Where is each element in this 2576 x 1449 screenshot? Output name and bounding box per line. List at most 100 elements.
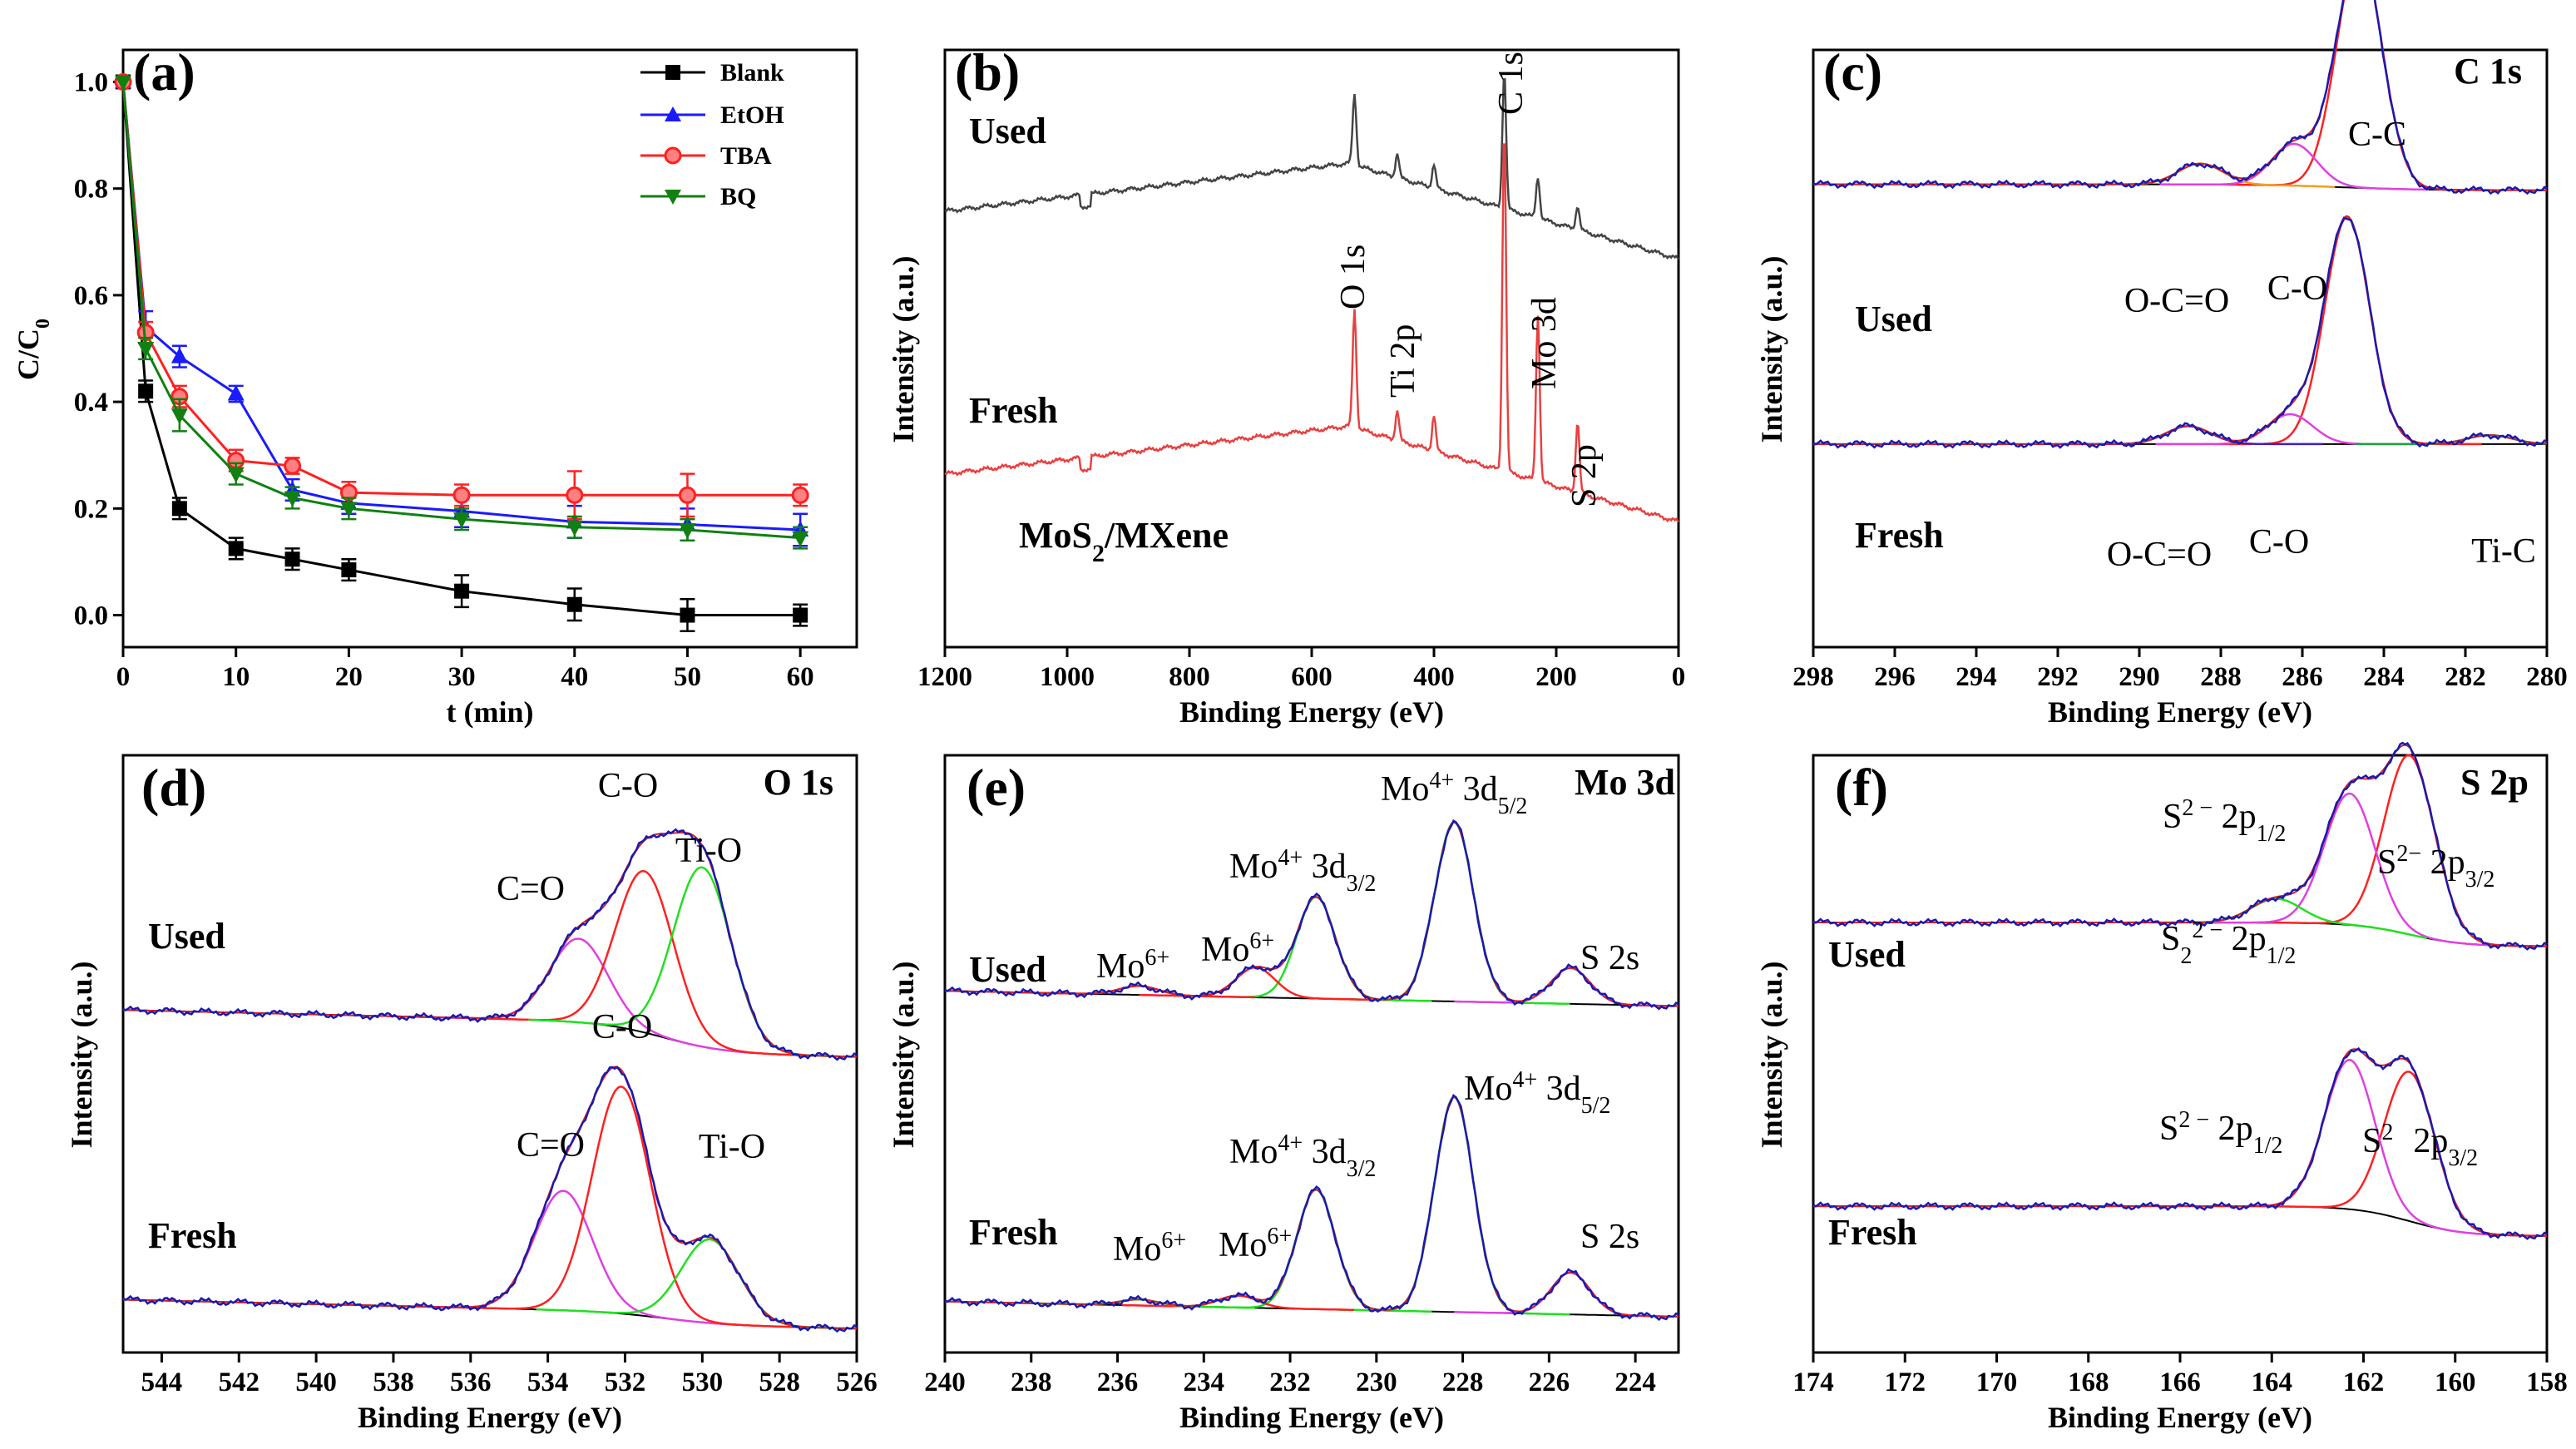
panel-d-used-label: Used [148, 916, 225, 957]
panel-a-ylabel-sub: 0 [32, 319, 54, 329]
mo-text: Mo [1113, 1230, 1161, 1268]
x-tick-label: 236 [1097, 1367, 1139, 1397]
data-point-bq [453, 512, 471, 529]
panel-e-ylabel: Intensity (a.u.) [887, 961, 920, 1148]
fit-envelope-fresh [1813, 215, 2548, 445]
mo-sup: 4+ [1429, 768, 1454, 794]
panel-e-ann-mo4-52-fresh: Mo4+ 3d5/2 [1464, 1067, 1610, 1119]
x-tick-label: 228 [1442, 1367, 1484, 1397]
mo-text: Mo [1229, 848, 1278, 886]
fit-envelope-fresh [944, 1095, 1679, 1318]
panel-f-series [1812, 741, 2548, 1240]
data-point-blank [138, 383, 154, 399]
panel-f-title: S 2p [2460, 762, 2529, 803]
mo-3d: 3d [1454, 770, 1498, 809]
panel-e-label: (e) [967, 758, 1026, 817]
panel-a-frame [121, 48, 858, 649]
data-point-bq [137, 342, 155, 358]
panel-e: 240 238 236 234 232 230 228 226 224 (e) Mo 3d Bi… [887, 754, 1680, 1434]
x-tick-label: 10 [222, 662, 250, 692]
panel-a-x-ticks: 0 10 20 30 40 50 60 [116, 647, 814, 692]
panel-a-ylabel: C/C0 [12, 319, 54, 380]
panel-d-ann-co-fresh: C-O [592, 1008, 652, 1046]
panel-c-ann-co-fresh: C-O [2249, 523, 2309, 561]
x-tick-label: 284 [2363, 662, 2405, 692]
panel-d-xlabel: Binding Energy (eV) [358, 1401, 622, 1434]
raw-spectrum-fresh [122, 1066, 858, 1333]
x-tick-label: 224 [1614, 1367, 1656, 1397]
panel-f-ann-s2-12-used: S2 − 2p1/2 [2163, 795, 2286, 847]
s-2p: 2p [2213, 798, 2257, 836]
fit-envelope-fresh [123, 1066, 858, 1330]
x-tick-label: 288 [2200, 662, 2242, 692]
data-point-blank [284, 551, 300, 567]
x-tick-label: 162 [2343, 1367, 2385, 1397]
raw-spectrum-fresh [944, 1094, 1679, 1321]
data-point-bq [792, 531, 809, 547]
panel-a-legend: Blank EtOH TBA BQ [640, 59, 784, 210]
panel-e-frame [943, 754, 1680, 1354]
panel-b-fresh-label: Fresh [969, 390, 1058, 431]
x-tick-label: 544 [141, 1367, 183, 1397]
annotation-mo3d: Mo 3d [1525, 297, 1564, 389]
mo-text: Mo [1219, 1226, 1267, 1264]
fit-component [2213, 215, 2482, 446]
panel-a-ylabel-main: C/C [12, 329, 45, 380]
fit-component [2257, 1071, 2547, 1237]
s-text: S [2159, 1110, 2178, 1148]
data-point-bq [284, 491, 301, 507]
x-tick-label: 160 [2435, 1367, 2476, 1397]
panel-e-ann-s2s-used: S 2s [1580, 939, 1639, 977]
x-tick-label: 168 [2068, 1367, 2109, 1397]
data-point-blank [793, 607, 808, 623]
panel-f-ann-s22-12-used: S22 − 2p1/2 [2161, 917, 2296, 969]
panel-e-ann-s2s-fresh: S 2s [1580, 1218, 1639, 1256]
panel-d-x-ticks: 544 542 540 538 536 534 532 530 528 526 [141, 1353, 878, 1397]
panel-e-ann-mo6-b-fresh: Mo6+ [1219, 1224, 1292, 1265]
mo-3d: 3d [1537, 1070, 1581, 1108]
y-tick-label: 0.8 [74, 175, 108, 205]
mo-sup: 4+ [1278, 1130, 1303, 1156]
s-2p: 2p [2421, 843, 2465, 882]
s-sub: 1/2 [2267, 943, 2297, 969]
s-text: S [2163, 798, 2182, 836]
s-text: S [2362, 1122, 2381, 1160]
panel-b-series [944, 78, 1680, 523]
fit-component [2198, 792, 2501, 947]
panel-a-xlabel: t (min) [447, 695, 534, 729]
annotation-ti2p: Ti 2p [1384, 324, 1422, 398]
panel-c-fresh-label: Fresh [1855, 515, 1944, 556]
panel-e-title: Mo 3d [1575, 762, 1675, 803]
x-tick-label: 238 [1011, 1367, 1052, 1397]
data-point-blank [680, 607, 695, 623]
x-tick-label: 538 [373, 1367, 414, 1397]
fit-component [447, 1086, 795, 1328]
data-point-tba [284, 457, 302, 475]
x-tick-label: 1200 [917, 662, 972, 692]
fit-component [389, 1189, 737, 1326]
legend-marker-tba [664, 146, 682, 165]
panel-b-ylabel: Intensity (a.u.) [887, 255, 920, 443]
mo-sub: 5/2 [1498, 794, 1528, 819]
fit-component [1337, 1095, 1570, 1316]
series-line-bq [121, 82, 801, 540]
data-point-blank [566, 596, 582, 612]
x-tick-label: 532 [605, 1367, 646, 1397]
fit-component [1454, 1271, 1679, 1318]
panel-e-ann-mo6-a-fresh: Mo6+ [1113, 1228, 1186, 1269]
panel-a-label: (a) [133, 42, 195, 101]
x-tick-label: 200 [1535, 662, 1577, 692]
panel-c-title: C 1s [2454, 51, 2522, 91]
fit-envelope-used [1813, 0, 2547, 191]
fit-component [1337, 821, 1570, 1006]
panel-e-ann-mo6-b-used: Mo6+ [1201, 928, 1274, 970]
panel-b-used-label: Used [969, 111, 1046, 151]
mo-3d: 3d [1303, 1133, 1347, 1171]
mo-3d: 3d [1303, 848, 1347, 886]
panel-a-y-ticks: 0.0 0.2 0.4 0.6 0.8 1.0 [74, 67, 123, 631]
legend-item-blank: Blank [640, 59, 784, 87]
legend-marker-etoh [665, 106, 681, 121]
panel-e-used-label: Used [969, 949, 1046, 990]
raw-spectrum-used [1812, 741, 2548, 951]
panel-e-ann-mo6-a-used: Mo6+ [1096, 945, 1169, 987]
